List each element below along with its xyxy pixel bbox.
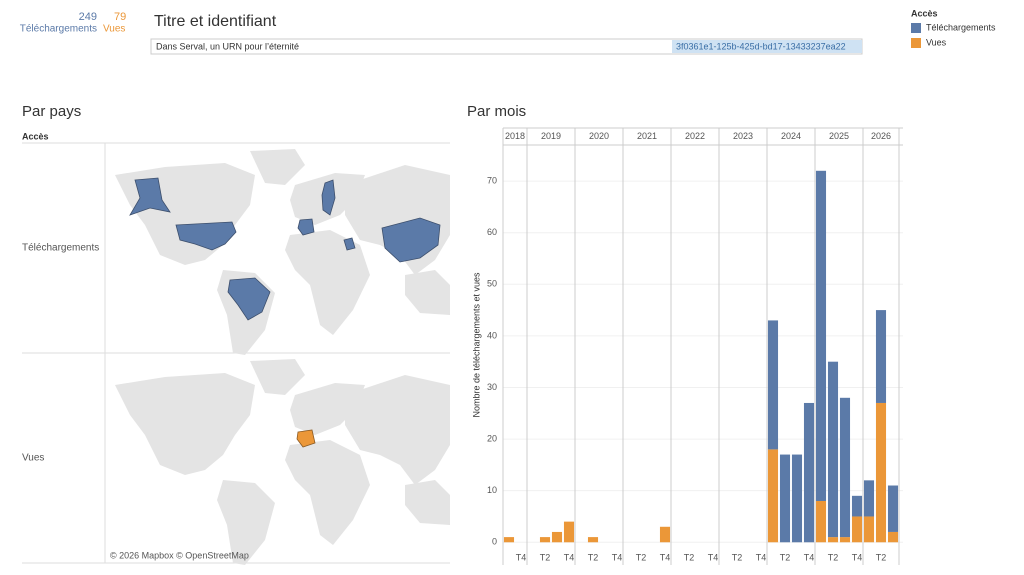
group-label: 2023 (733, 131, 753, 141)
stat-value: 79 (114, 11, 126, 23)
y-tick-label: 10 (487, 485, 497, 495)
highlighted-countries (129, 177, 441, 321)
group-label: 2018 (505, 131, 525, 141)
x-tick-label: T2 (732, 552, 743, 562)
x-tick-label: T2 (540, 552, 551, 562)
row-cell: Dans Serval, un URN pour l’éternité (156, 41, 299, 51)
legend-label: Téléchargements (926, 22, 996, 32)
bar (863, 480, 875, 517)
section-title: Par pays (22, 103, 81, 120)
column-header: Accès (22, 131, 49, 141)
bar (827, 537, 839, 543)
group-label: 2025 (829, 131, 849, 141)
bar (887, 485, 899, 532)
x-tick-label: T4 (852, 552, 863, 562)
legend-title: Accès (911, 8, 938, 18)
y-tick-label: 50 (487, 279, 497, 289)
bar (887, 531, 899, 543)
bar (767, 320, 779, 450)
y-tick-label: 30 (487, 382, 497, 392)
map-attribution: © 2026 Mapbox © OpenStreetMap (110, 550, 249, 560)
stat-label: Téléchargements (20, 24, 97, 35)
y-tick-label: 20 (487, 433, 497, 443)
bar (839, 537, 851, 543)
x-tick-label: T2 (828, 552, 839, 562)
x-tick-label: T4 (804, 552, 815, 562)
y-tick-label: 40 (487, 330, 497, 340)
bar (539, 537, 551, 543)
x-tick-label: T2 (588, 552, 599, 562)
bar (503, 537, 515, 543)
bar (791, 454, 803, 543)
x-tick-label: T4 (708, 552, 719, 562)
stat-value: 249 (79, 11, 97, 23)
bar (863, 516, 875, 543)
x-tick-label: T4 (564, 552, 575, 562)
bar (827, 361, 839, 538)
bar (767, 449, 779, 543)
bar (815, 500, 827, 543)
y-tick-label: 70 (487, 175, 497, 185)
group-label: 2021 (637, 131, 657, 141)
x-tick-label: T2 (684, 552, 695, 562)
group-label: 2026 (871, 131, 891, 141)
legend: Téléchargements Vues (911, 22, 996, 48)
world-map (115, 359, 450, 565)
legend-swatch (911, 23, 921, 33)
group-label: 2022 (685, 131, 705, 141)
id-highlight (672, 40, 862, 53)
legend-swatch (911, 38, 921, 48)
row-cell: 3f0361e1-125b-425d-bd17-13433237ea22 (676, 41, 846, 51)
x-tick-label: T2 (780, 552, 791, 562)
x-tick-label: T4 (612, 552, 623, 562)
highlighted-country (296, 429, 316, 448)
x-tick-label: T4 (756, 552, 767, 562)
y-tick-label: 60 (487, 227, 497, 237)
header-title: Titre et identifiant (154, 13, 277, 30)
y-axis-title: Nombre de téléchargements et vues (471, 272, 481, 418)
row-label: Vues (22, 453, 44, 464)
x-tick-label: T2 (876, 552, 887, 562)
bar (659, 526, 671, 543)
bar (851, 495, 863, 517)
x-tick-label: T4 (660, 552, 671, 562)
bar (779, 454, 791, 543)
group-label: 2024 (781, 131, 801, 141)
row-label: Téléchargements (22, 243, 99, 254)
bar (839, 397, 851, 538)
bar (875, 310, 887, 403)
group-label: 2019 (541, 131, 561, 141)
bar (551, 531, 563, 543)
x-tick-label: T2 (636, 552, 647, 562)
x-tick-label: T4 (516, 552, 527, 562)
bar (563, 521, 575, 543)
legend-label: Vues (926, 37, 947, 47)
group-label: 2020 (589, 131, 609, 141)
y-tick-label: 0 (492, 537, 497, 547)
bar (815, 170, 827, 501)
bar (803, 402, 815, 543)
bar (587, 537, 599, 543)
stat-label: Vues (103, 24, 125, 35)
bar (875, 402, 887, 543)
chart-title: Par mois (467, 103, 526, 120)
bar (851, 516, 863, 543)
